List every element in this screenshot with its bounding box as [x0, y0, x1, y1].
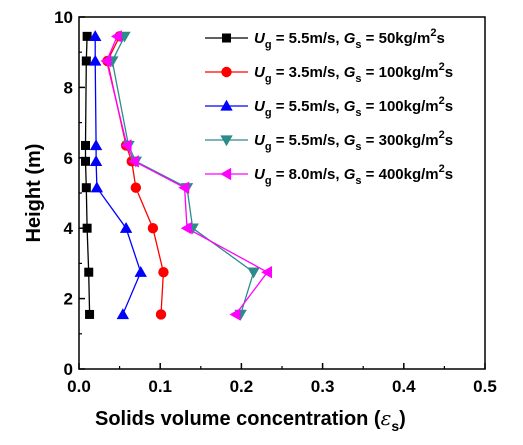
data-point — [80, 140, 90, 150]
data-point — [158, 267, 169, 278]
x-tick-label: 0.1 — [148, 377, 172, 396]
data-point — [89, 30, 102, 42]
ticks-layer: 0.0 0.1 0.2 0.3 0.4 0.5 0 2 4 6 8 10 — [54, 8, 497, 396]
data-point — [82, 31, 92, 41]
data-point — [229, 308, 241, 321]
data-point — [130, 182, 142, 193]
series-1 — [80, 31, 95, 319]
x-tick-label: 0.4 — [392, 377, 416, 396]
data-point — [147, 223, 159, 234]
series-line — [84, 36, 91, 315]
y-tick-label: 4 — [64, 219, 74, 238]
series-5 — [100, 30, 273, 321]
series-line — [105, 36, 269, 315]
x-tick-label: 0.3 — [311, 377, 335, 396]
data-point — [84, 267, 94, 277]
x-axis-title: Solids volume concentration (εs) — [95, 406, 406, 434]
data-point — [89, 155, 103, 166]
data-point — [100, 54, 112, 68]
data-point — [178, 181, 190, 194]
data-point — [134, 266, 147, 277]
series-4 — [106, 31, 260, 321]
legend-marker — [220, 167, 232, 181]
series-layer — [80, 30, 273, 321]
data-point — [90, 181, 104, 193]
data-point — [89, 54, 102, 66]
data-point — [180, 222, 192, 235]
series-3 — [89, 30, 147, 320]
data-point — [120, 139, 132, 152]
data-point — [81, 56, 91, 66]
data-point — [119, 222, 133, 233]
series-line — [111, 36, 255, 315]
legend: Ug = 5.5m/s, Gs = 50kg/m2s Ug = 3.5m/s, G… — [205, 27, 453, 187]
legend-marker — [222, 33, 231, 43]
data-point — [261, 266, 273, 279]
data-point — [116, 308, 130, 320]
data-point — [89, 139, 103, 151]
data-point — [81, 183, 91, 193]
y-tick-label: 2 — [64, 290, 73, 309]
legend-entry: Ug = 5.5m/s, Gs = 50kg/m2s — [205, 27, 445, 51]
y-tick-label: 6 — [64, 149, 73, 168]
legend-entry: Ug = 5.5m/s, Gs = 300kg/m2s — [205, 129, 453, 153]
legend-marker — [220, 99, 233, 111]
data-point — [110, 30, 122, 43]
legend-label: Ug = 5.5m/s, Gs = 50kg/m2s — [254, 27, 445, 51]
legend-label: Ug = 5.5m/s, Gs = 100kg/m2s — [254, 95, 453, 119]
y-tick-label: 0 — [64, 360, 73, 379]
legend-marker — [221, 66, 232, 78]
data-point — [85, 309, 95, 319]
data-point — [82, 223, 92, 233]
legend-label: Ug = 5.5m/s, Gs = 300kg/m2s — [254, 129, 453, 153]
legend-entry: Ug = 3.5m/s, Gs = 100kg/m2s — [205, 61, 453, 85]
x-tick-label: 0.0 — [67, 377, 91, 396]
data-point — [80, 156, 90, 166]
data-point — [247, 267, 260, 279]
y-tick-label: 8 — [64, 78, 73, 97]
legend-entry: Ug = 5.5m/s, Gs = 100kg/m2s — [205, 95, 453, 119]
y-axis-title: Height (m) — [23, 144, 45, 243]
data-point — [128, 155, 139, 168]
legend-label: Ug = 3.5m/s, Gs = 100kg/m2s — [254, 61, 453, 85]
data-point — [155, 309, 167, 320]
legend-marker — [220, 135, 233, 147]
x-tick-label: 0.2 — [230, 377, 254, 396]
legend-entry: Ug = 8.0m/s, Gs = 400kg/m2s — [205, 163, 453, 187]
series-line — [94, 36, 142, 315]
legend-label: Ug = 8.0m/s, Gs = 400kg/m2s — [254, 163, 453, 187]
x-tick-label: 0.5 — [473, 377, 497, 396]
y-tick-label: 10 — [54, 8, 73, 27]
